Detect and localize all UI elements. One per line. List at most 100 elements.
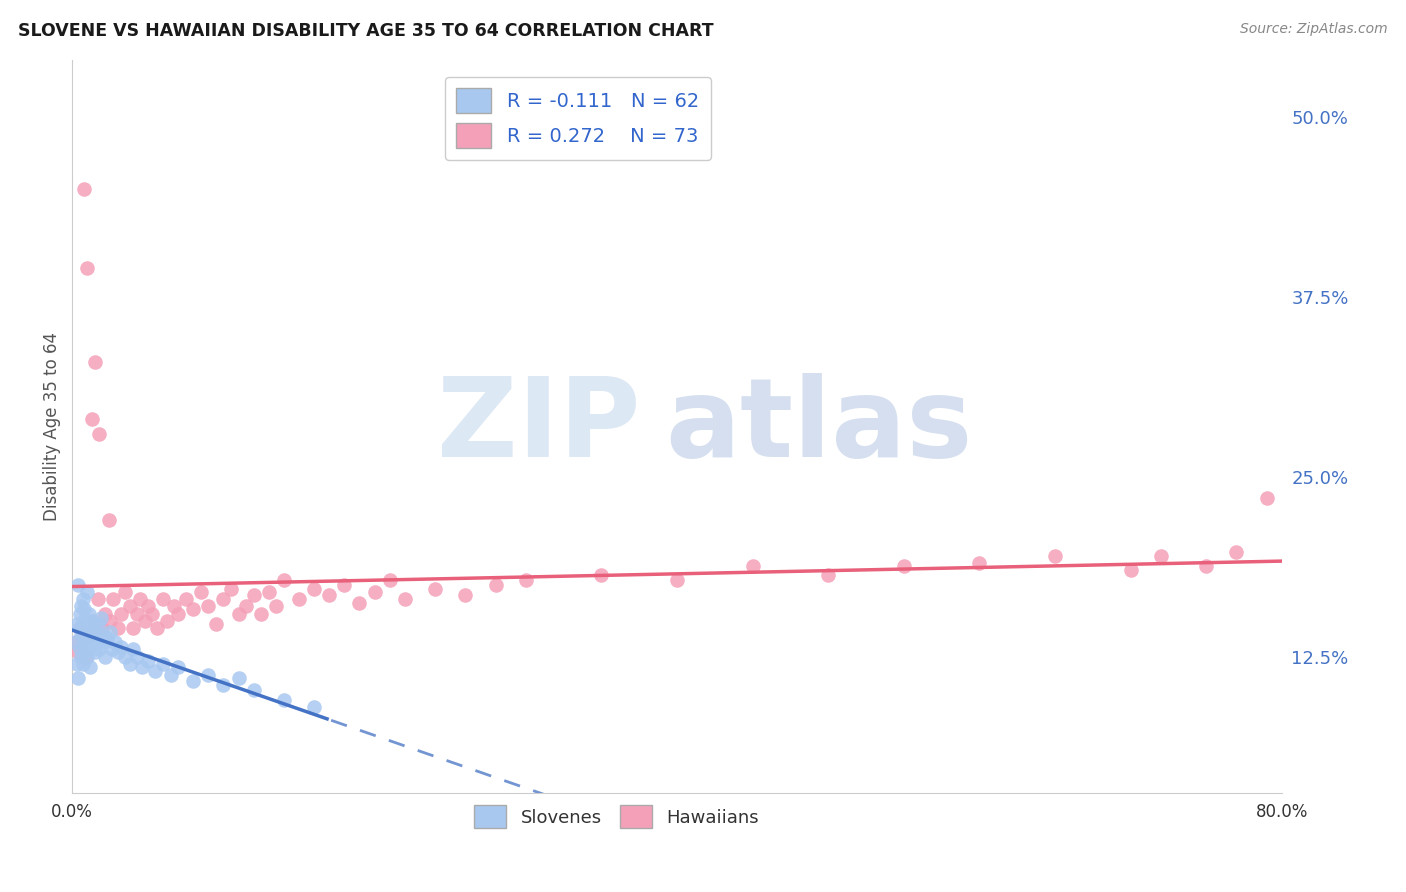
Point (91, 621, 114, 635)
Text: ZIP: ZIP (437, 373, 641, 480)
Point (969, 556, 991, 570)
Point (93, 635, 115, 649)
Point (394, 592, 416, 607)
Point (257, 585, 280, 599)
Point (66, 616, 89, 631)
Point (84, 355, 107, 369)
Point (72, 592, 94, 607)
Point (69, 642, 91, 657)
Point (250, 607, 273, 621)
Point (69, 621, 91, 635)
Point (349, 596, 371, 610)
Point (893, 559, 915, 574)
Point (69, 607, 91, 621)
Point (98, 614, 121, 628)
Point (1256, 491, 1278, 506)
Point (131, 659, 153, 673)
Point (454, 588, 477, 602)
Point (76, 649, 98, 664)
Point (70, 599, 93, 614)
Point (76, 585, 98, 599)
Point (98, 625, 121, 640)
Point (181, 674, 204, 689)
Point (302, 700, 325, 714)
Point (75, 649, 97, 664)
Point (273, 693, 295, 707)
Point (77, 640, 100, 654)
Point (73, 602, 96, 616)
Point (219, 582, 242, 596)
Point (1119, 563, 1142, 577)
Point (197, 668, 219, 682)
Point (66, 635, 89, 649)
Point (121, 621, 143, 635)
Point (1225, 544, 1247, 558)
Point (72, 631, 94, 645)
Point (136, 599, 159, 614)
Point (100, 642, 122, 657)
Point (423, 582, 446, 596)
Point (228, 607, 250, 621)
Point (76, 621, 98, 635)
Point (91, 628, 114, 642)
Point (129, 592, 152, 607)
Point (76, 261, 98, 276)
Point (69, 621, 91, 635)
Point (80, 631, 103, 645)
Point (197, 599, 219, 614)
Point (378, 574, 401, 588)
Point (80, 412, 103, 426)
Point (212, 592, 235, 607)
Point (82, 614, 104, 628)
Point (72, 614, 94, 628)
Point (72, 657, 94, 671)
Point (205, 616, 228, 631)
Point (110, 640, 132, 654)
Point (118, 599, 141, 614)
Point (1043, 549, 1066, 563)
Point (66, 657, 89, 671)
Point (96, 631, 118, 645)
Point (127, 607, 149, 621)
Point (110, 607, 132, 621)
Point (79, 659, 101, 673)
Text: atlas: atlas (665, 373, 973, 480)
Point (212, 678, 235, 692)
Point (79, 628, 101, 642)
Point (134, 614, 156, 628)
Point (273, 574, 295, 588)
Point (114, 649, 136, 664)
Point (86, 616, 108, 631)
Point (67, 578, 90, 592)
Point (70, 649, 93, 664)
Point (741, 559, 763, 574)
Point (75, 616, 97, 631)
Point (94, 607, 117, 621)
Point (73, 645, 96, 659)
Point (181, 602, 204, 616)
Point (174, 592, 197, 607)
Point (72, 631, 94, 645)
Point (235, 599, 257, 614)
Point (288, 592, 311, 607)
Point (318, 588, 340, 602)
Point (665, 574, 688, 588)
Point (152, 592, 174, 607)
Point (1150, 549, 1173, 563)
Point (242, 682, 264, 697)
Point (67, 671, 90, 685)
Point (114, 585, 136, 599)
Point (156, 614, 179, 628)
Point (75, 635, 97, 649)
Point (159, 668, 181, 682)
Point (302, 582, 325, 596)
Point (82, 621, 104, 635)
Point (242, 588, 264, 602)
Point (77, 607, 100, 621)
Point (73, 624, 96, 638)
Point (97, 513, 120, 527)
Point (363, 585, 385, 599)
Point (141, 607, 163, 621)
Point (167, 607, 190, 621)
Point (1195, 559, 1218, 574)
